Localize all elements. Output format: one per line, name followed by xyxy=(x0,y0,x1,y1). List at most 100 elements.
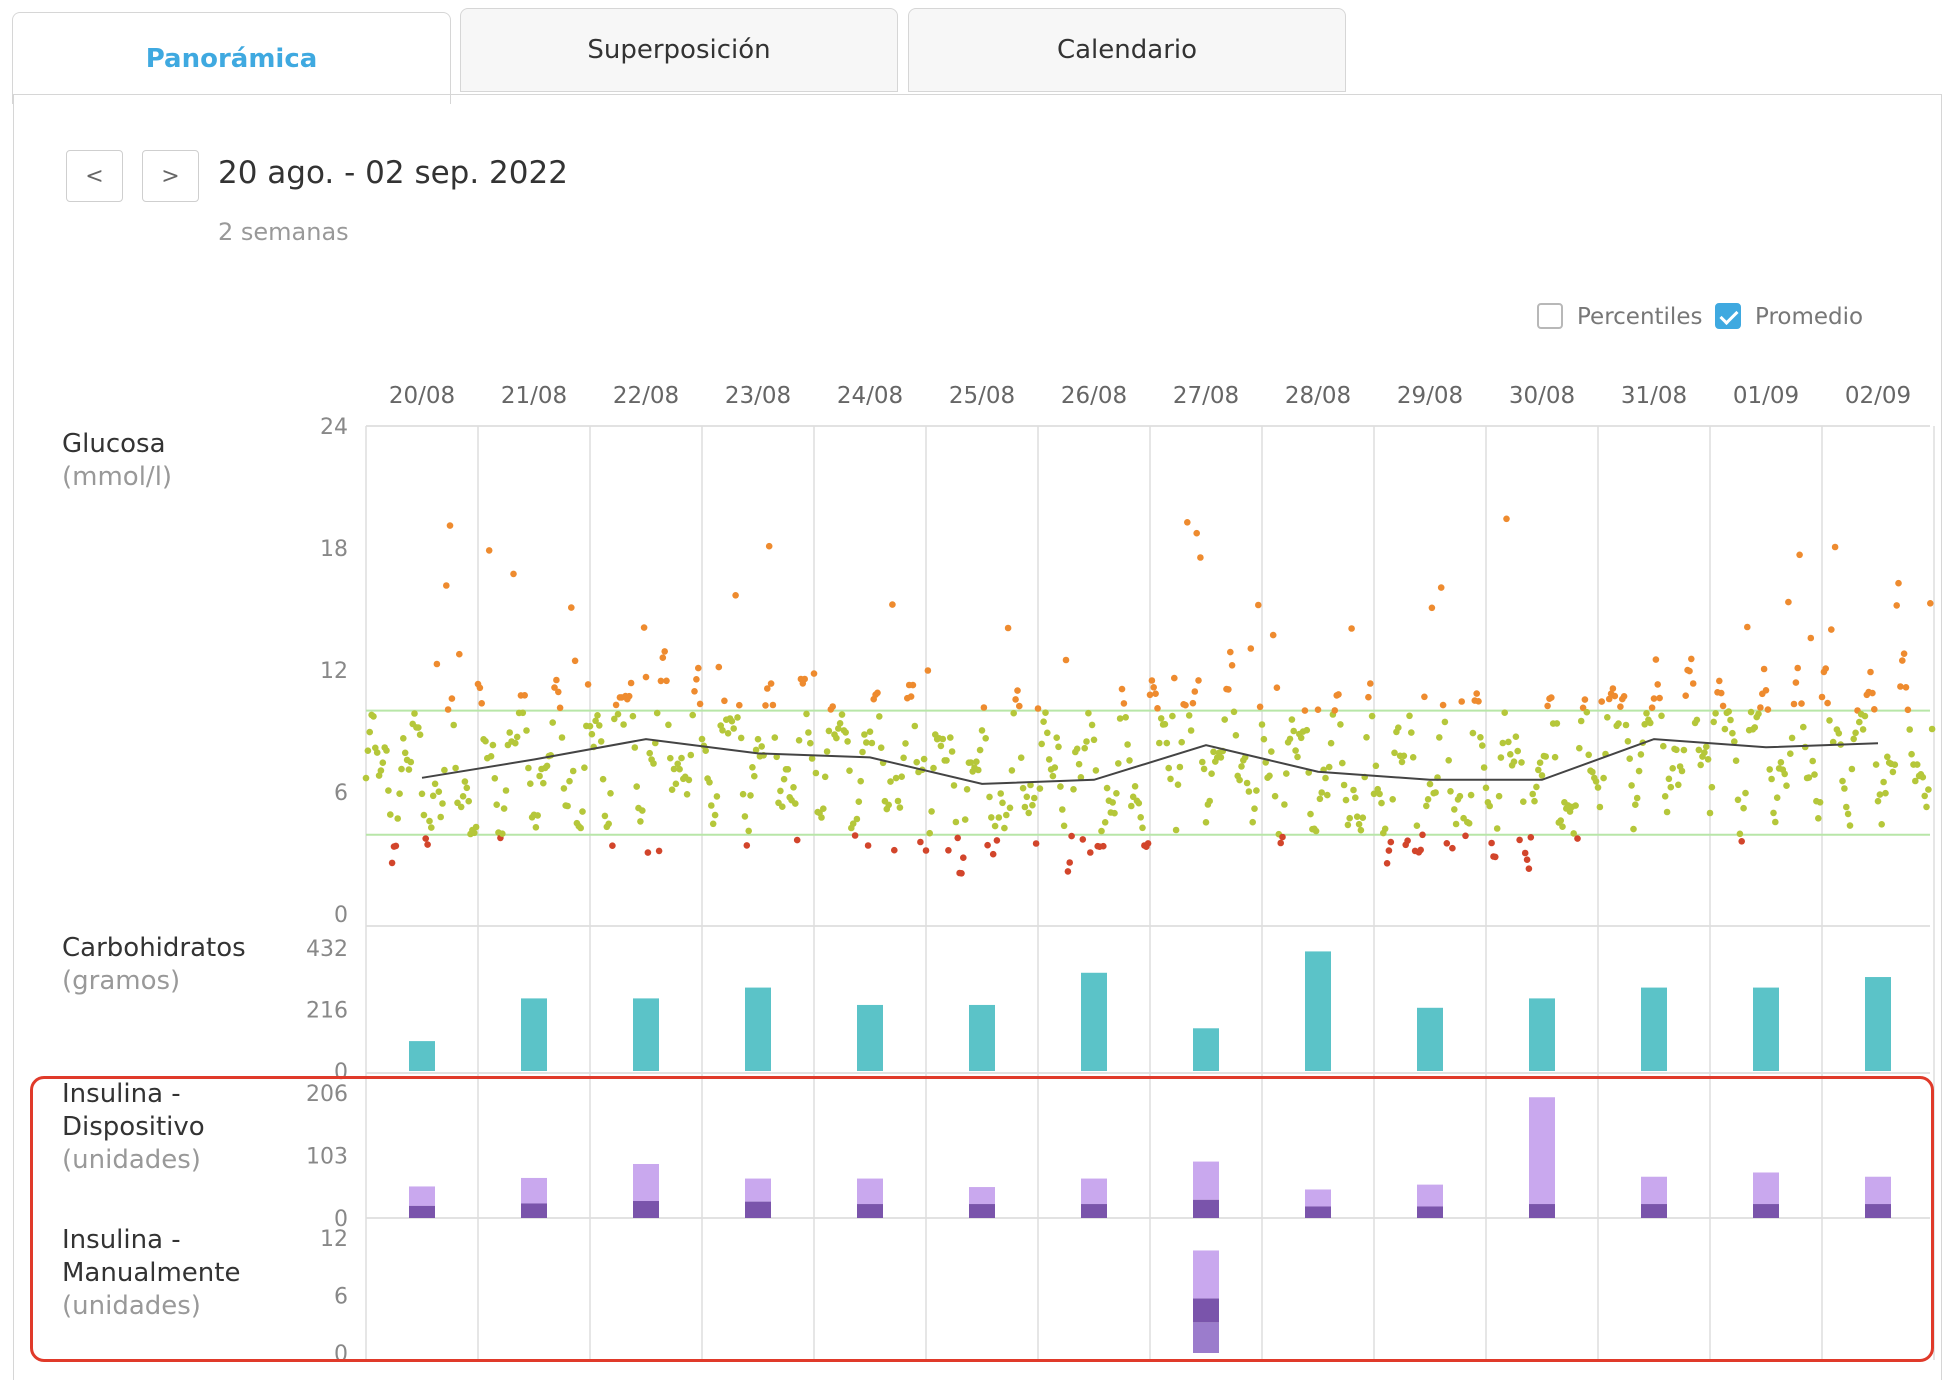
glucose-reading xyxy=(1339,759,1346,767)
glucose-reading xyxy=(1525,865,1533,872)
insulin-device-bolus-bar xyxy=(1193,1199,1219,1218)
glucose-reading xyxy=(1200,765,1208,773)
glucose-reading xyxy=(428,824,435,831)
glucose-reading xyxy=(1103,784,1111,792)
glucose-reading xyxy=(536,772,543,780)
glucose-reading xyxy=(383,747,390,754)
glucose-reading xyxy=(1790,700,1798,708)
glucose-reading xyxy=(1381,825,1389,833)
glucose-reading xyxy=(947,734,954,741)
glucose-reading xyxy=(1372,762,1380,770)
glucose-reading xyxy=(1165,764,1172,772)
glucose-reading xyxy=(482,737,489,745)
date-tick-label: 27/08 xyxy=(1173,383,1239,409)
glucose-reading xyxy=(696,700,704,708)
glucose-reading xyxy=(993,837,1001,844)
glucose-reading xyxy=(754,735,762,743)
glucose-reading xyxy=(1469,729,1477,737)
glucose-reading xyxy=(1704,756,1712,763)
glucose-reading xyxy=(765,542,773,550)
glucose-reading xyxy=(1581,696,1589,703)
glucose-reading xyxy=(612,701,620,709)
glucose-reading xyxy=(620,721,627,728)
glucose-reading xyxy=(521,692,528,699)
insulin-device-y-tick: 0 xyxy=(334,1207,348,1232)
glucose-reading xyxy=(1187,727,1195,734)
glucose-reading xyxy=(1068,832,1075,840)
glucose-reading xyxy=(877,744,885,751)
percentiles-checkbox[interactable] xyxy=(1537,303,1563,329)
glucose-reading xyxy=(713,793,721,800)
glucose-reading xyxy=(1221,716,1228,723)
glucose-reading xyxy=(1576,744,1583,752)
glucose-reading xyxy=(1542,753,1549,760)
insulin-device-bolus-bar xyxy=(1305,1206,1331,1218)
glucose-reading xyxy=(907,693,915,700)
glucose-reading xyxy=(1727,716,1734,724)
glucose-y-tick: 0 xyxy=(334,903,348,928)
glucose-reading xyxy=(894,797,902,805)
glucose-reading xyxy=(446,522,454,529)
glucose-reading xyxy=(1146,691,1154,699)
tab-calendario[interactable]: Calendario xyxy=(908,8,1346,92)
glucose-reading xyxy=(1335,691,1342,698)
glucose-reading xyxy=(1449,844,1456,852)
glucose-reading xyxy=(885,801,892,809)
glucose-reading xyxy=(1447,788,1454,795)
glucose-reading xyxy=(1357,826,1365,834)
glucose-reading xyxy=(1495,792,1503,800)
glucose-reading xyxy=(1277,839,1284,847)
tab-superposicion[interactable]: Superposición xyxy=(460,8,898,92)
glucose-reading xyxy=(1503,515,1510,523)
glucose-reading xyxy=(519,709,527,717)
glucose-reading xyxy=(1019,784,1027,792)
glucose-reading xyxy=(1624,738,1632,745)
glucose-reading xyxy=(1583,708,1591,716)
glucose-reading xyxy=(1185,712,1193,719)
glucose-reading xyxy=(1773,794,1781,801)
glucose-reading xyxy=(1596,803,1604,811)
glucose-reading xyxy=(950,782,958,789)
carbs-bar xyxy=(969,1004,995,1071)
glucose-reading xyxy=(1049,772,1057,780)
glucose-reading xyxy=(812,769,820,777)
glucose-reading xyxy=(1708,783,1716,791)
glucose-reading xyxy=(1367,680,1374,687)
glucose-reading xyxy=(1661,793,1669,800)
glucose-reading xyxy=(1404,837,1411,844)
carbs-bar xyxy=(857,1004,883,1071)
glucose-reading xyxy=(1023,793,1031,801)
insulin-device-bolus-bar xyxy=(857,1204,883,1218)
glucose-reading xyxy=(379,759,387,766)
glucose-reading xyxy=(892,774,900,782)
glucose-reading xyxy=(1064,868,1072,875)
glucose-reading xyxy=(868,739,876,747)
glucose-reading xyxy=(1798,700,1805,707)
glucose-reading xyxy=(960,854,967,861)
next-period-button[interactable]: > xyxy=(142,150,199,202)
glucose-reading xyxy=(1544,702,1551,710)
glucose-reading xyxy=(1017,754,1025,761)
average-checkbox[interactable] xyxy=(1715,303,1741,329)
glucose-reading xyxy=(491,775,499,782)
glucose-reading xyxy=(719,727,726,734)
tab-panoramica[interactable]: Panorámica xyxy=(12,12,451,104)
glucose-reading xyxy=(857,777,864,785)
glucose-reading xyxy=(377,767,385,774)
carbs-bar xyxy=(1081,972,1107,1071)
glucose-reading xyxy=(803,710,810,718)
glucose-reading xyxy=(1279,833,1286,841)
glucose-reading xyxy=(1738,838,1745,845)
glucose-reading xyxy=(1712,710,1719,717)
glucose-reading xyxy=(739,790,747,798)
glucose-reading xyxy=(771,734,779,741)
average-label: Promedio xyxy=(1755,304,1864,330)
glucose-reading xyxy=(978,727,986,734)
prev-period-button[interactable]: < xyxy=(66,150,123,202)
glucose-reading xyxy=(758,743,765,750)
glucose-reading xyxy=(1889,768,1897,776)
glucose-reading xyxy=(560,785,568,792)
insulin-device-bolus-bar xyxy=(409,1205,435,1218)
glucose-reading xyxy=(605,820,612,828)
glucose-reading xyxy=(829,703,836,710)
